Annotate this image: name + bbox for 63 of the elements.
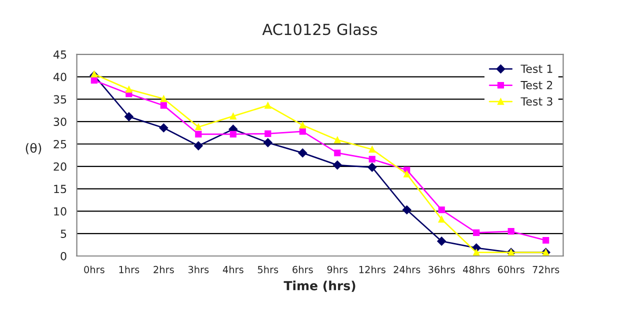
point [263, 138, 272, 148]
point [437, 236, 446, 246]
point [298, 148, 308, 158]
x-axis-title: Time (hrs) [284, 280, 356, 292]
y-tick-label: 15 [54, 184, 66, 194]
y-tick-label: 25 [54, 140, 66, 148]
y-tick-label: 35 [54, 95, 66, 104]
point [264, 130, 272, 137]
legend-label: Test 3 [520, 97, 552, 106]
y-tick-label: 5 [60, 230, 66, 238]
x-tick-label: 72hrs [532, 266, 560, 274]
y-tick-label: 40 [53, 72, 66, 82]
point [230, 112, 236, 120]
x-tick-label: 9hrs [327, 266, 348, 274]
point [473, 229, 480, 236]
y-tick-label: 10 [54, 207, 66, 216]
x-tick-label: 24hrs [394, 266, 420, 274]
point [160, 95, 167, 102]
x-tick-label: 1hrs [119, 266, 140, 274]
point [299, 122, 306, 128]
point [402, 205, 412, 214]
y-tick-label: 30 [54, 118, 66, 126]
y-tick-label: 45 [53, 50, 66, 59]
point [124, 112, 134, 122]
x-tick-label: 60hrs [498, 266, 524, 274]
y-tick-label: 20 [54, 162, 66, 171]
legend-label: Test 1 [520, 64, 552, 73]
x-tick-label: 5hrs [258, 266, 278, 274]
point [195, 124, 202, 130]
y-axis-title: (θ) [26, 143, 42, 154]
point [438, 216, 445, 223]
point [473, 249, 480, 256]
point [194, 141, 203, 150]
point [90, 70, 98, 78]
point [368, 162, 377, 172]
x-tick-label: 2hrs [154, 266, 174, 274]
point [334, 136, 341, 144]
point [438, 206, 445, 214]
point [90, 77, 98, 84]
point [299, 128, 306, 135]
x-tick-label: 48hrs [463, 266, 490, 274]
point [332, 160, 342, 170]
point [334, 150, 341, 156]
y-tick-label: 0 [60, 252, 66, 260]
point [126, 86, 132, 93]
point [230, 130, 236, 138]
x-tick-label: 36hrs [428, 266, 455, 274]
x-tick-label: 3hrs [188, 266, 209, 274]
x-tick-label: 0hrs [84, 266, 104, 274]
point [159, 123, 168, 132]
point [508, 228, 514, 235]
point [542, 237, 550, 244]
x-tick-label: 4hrs [222, 266, 244, 274]
legend-label: Test 2 [520, 80, 552, 90]
chart-title: AC10125 Glass [262, 23, 378, 36]
x-tick-label: 12hrs [359, 266, 386, 274]
point [368, 146, 376, 153]
point [368, 156, 376, 163]
x-tick-label: 6hrs [292, 266, 313, 274]
point [160, 102, 167, 109]
point [264, 102, 272, 109]
point [404, 170, 410, 178]
point [195, 130, 202, 138]
